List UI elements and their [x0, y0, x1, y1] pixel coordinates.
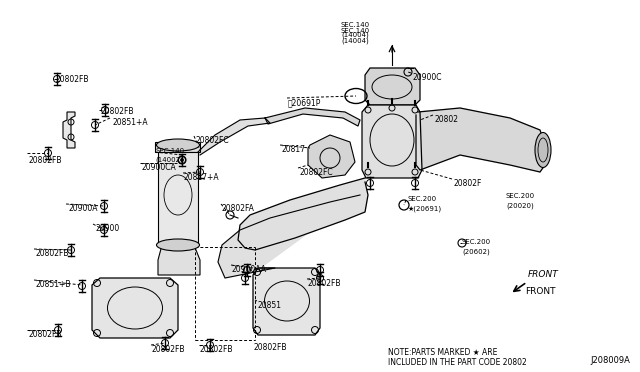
Polygon shape	[63, 112, 75, 148]
Text: ⁥20691P: ⁥20691P	[288, 98, 321, 107]
Text: SEC.200: SEC.200	[462, 239, 491, 245]
Text: 20900A: 20900A	[68, 204, 97, 213]
Text: 20851+A: 20851+A	[112, 118, 148, 127]
Text: 20817: 20817	[282, 145, 306, 154]
Text: 20802FB: 20802FB	[28, 156, 61, 165]
Polygon shape	[238, 178, 368, 250]
Text: 20851: 20851	[258, 301, 282, 310]
Text: 20802F: 20802F	[454, 179, 483, 188]
Text: (20602): (20602)	[462, 248, 490, 254]
Text: 20802: 20802	[435, 115, 459, 124]
Text: FRONT: FRONT	[528, 270, 559, 279]
Polygon shape	[158, 245, 200, 275]
Text: 20802FB: 20802FB	[152, 345, 186, 354]
Text: 20802FB: 20802FB	[35, 249, 68, 258]
Polygon shape	[253, 268, 320, 335]
Text: (14004): (14004)	[341, 31, 369, 38]
Text: 20802FB: 20802FB	[308, 279, 342, 288]
Ellipse shape	[535, 132, 551, 167]
Polygon shape	[155, 142, 200, 152]
Polygon shape	[158, 152, 198, 245]
Text: FRONT: FRONT	[525, 287, 556, 296]
Polygon shape	[92, 278, 178, 338]
Text: SEC.200: SEC.200	[506, 193, 535, 199]
Text: SEC.140: SEC.140	[340, 28, 369, 34]
Text: 20802FB: 20802FB	[100, 107, 134, 116]
Text: 20900: 20900	[95, 224, 119, 233]
Text: 20900C: 20900C	[413, 73, 442, 82]
Polygon shape	[365, 68, 420, 105]
Polygon shape	[198, 118, 270, 155]
Text: (14002): (14002)	[155, 156, 183, 163]
Text: 20802FA: 20802FA	[222, 204, 255, 213]
Text: SEC.140: SEC.140	[340, 22, 369, 28]
Text: SEC.140: SEC.140	[155, 148, 184, 154]
Polygon shape	[362, 105, 422, 178]
Text: 20802FB: 20802FB	[200, 345, 234, 354]
Text: 20900AA: 20900AA	[232, 265, 267, 274]
Polygon shape	[308, 135, 355, 178]
Polygon shape	[265, 108, 360, 126]
Text: 20802FB: 20802FB	[28, 330, 61, 339]
Ellipse shape	[157, 139, 200, 151]
Text: INCLUDED IN THE PART CODE 20802: INCLUDED IN THE PART CODE 20802	[388, 358, 527, 367]
Text: NOTE:PARTS MARKED ★ ARE: NOTE:PARTS MARKED ★ ARE	[388, 348, 497, 357]
Text: SEC.200: SEC.200	[408, 196, 437, 202]
Text: J208009A: J208009A	[590, 356, 630, 365]
Text: 20900CA: 20900CA	[142, 163, 177, 172]
Text: ★(20691): ★(20691)	[408, 205, 442, 212]
Text: (14004): (14004)	[341, 37, 369, 44]
Circle shape	[180, 158, 184, 161]
Text: 20802FC: 20802FC	[300, 168, 333, 177]
Text: 20851+B: 20851+B	[35, 280, 70, 289]
Text: 20802FB: 20802FB	[55, 75, 88, 84]
Text: 20802FC: 20802FC	[196, 136, 230, 145]
Text: (20020): (20020)	[506, 202, 534, 208]
Polygon shape	[218, 195, 360, 278]
Text: 20802FB: 20802FB	[253, 343, 287, 352]
Polygon shape	[416, 108, 545, 172]
Text: 20817+A: 20817+A	[184, 173, 220, 182]
Ellipse shape	[157, 239, 200, 251]
